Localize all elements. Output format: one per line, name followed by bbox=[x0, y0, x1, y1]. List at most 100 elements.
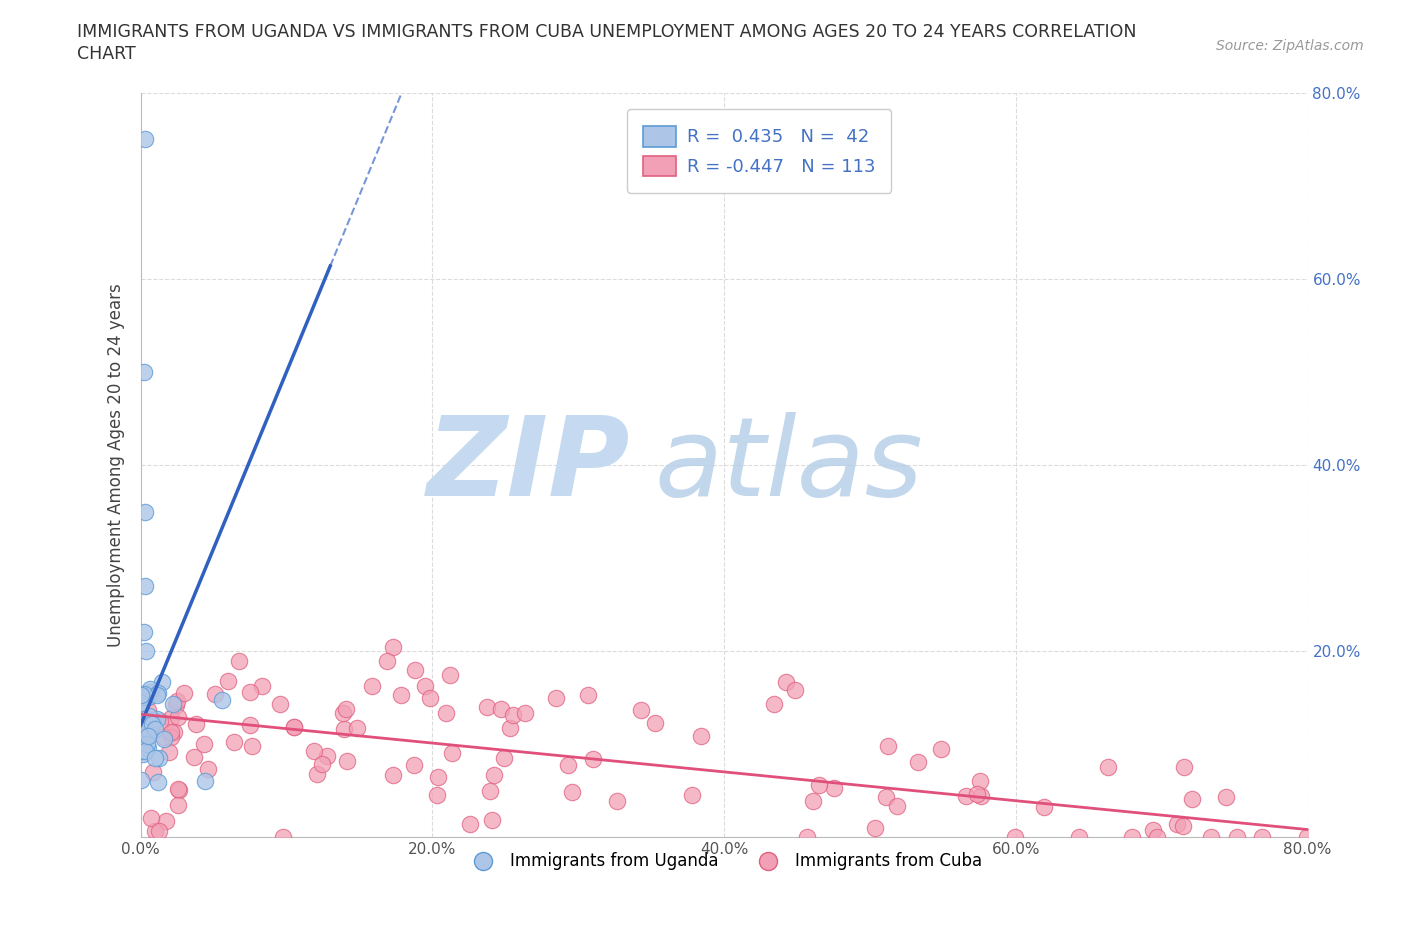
Point bbox=[162, 724, 184, 739]
Point bbox=[478, 784, 501, 799]
Point bbox=[193, 773, 215, 788]
Point bbox=[183, 750, 205, 764]
Point bbox=[132, 746, 155, 761]
Point bbox=[148, 751, 170, 765]
Point bbox=[159, 711, 181, 726]
Point bbox=[138, 703, 160, 718]
Point bbox=[136, 689, 159, 704]
Point bbox=[131, 712, 153, 727]
Point bbox=[434, 706, 457, 721]
Point bbox=[441, 746, 464, 761]
Point bbox=[335, 701, 357, 716]
Point bbox=[283, 720, 305, 735]
Point bbox=[152, 732, 174, 747]
Point bbox=[134, 690, 156, 705]
Point bbox=[136, 741, 159, 756]
Point bbox=[136, 737, 159, 751]
Point bbox=[1199, 830, 1222, 844]
Point bbox=[134, 744, 156, 759]
Point bbox=[129, 688, 152, 703]
Point bbox=[515, 705, 537, 720]
Point bbox=[135, 742, 157, 757]
Point bbox=[160, 730, 183, 745]
Point bbox=[273, 830, 295, 844]
Point bbox=[544, 691, 567, 706]
Point bbox=[150, 674, 173, 689]
Point bbox=[419, 691, 441, 706]
Point bbox=[269, 697, 291, 711]
Point bbox=[131, 744, 153, 759]
Legend: Immigrants from Uganda, Immigrants from Cuba: Immigrants from Uganda, Immigrants from … bbox=[460, 845, 988, 877]
Point bbox=[155, 814, 177, 829]
Point bbox=[167, 781, 190, 796]
Point bbox=[886, 799, 908, 814]
Point bbox=[502, 708, 524, 723]
Point bbox=[907, 754, 929, 769]
Point bbox=[193, 737, 215, 751]
Text: IMMIGRANTS FROM UGANDA VS IMMIGRANTS FROM CUBA UNEMPLOYMENT AMONG AGES 20 TO 24 : IMMIGRANTS FROM UGANDA VS IMMIGRANTS FRO… bbox=[77, 23, 1137, 41]
Y-axis label: Unemployment Among Ages 20 to 24 years: Unemployment Among Ages 20 to 24 years bbox=[107, 283, 125, 647]
Point bbox=[375, 653, 398, 668]
Point bbox=[458, 817, 481, 831]
Point bbox=[146, 775, 169, 790]
Point bbox=[381, 767, 404, 782]
Point bbox=[689, 729, 711, 744]
Point bbox=[204, 686, 226, 701]
Point bbox=[785, 682, 807, 697]
Point bbox=[796, 830, 818, 844]
Point bbox=[801, 793, 824, 808]
Point bbox=[1215, 790, 1237, 804]
Point bbox=[863, 821, 886, 836]
Point bbox=[129, 773, 152, 788]
Point bbox=[197, 762, 219, 777]
Point bbox=[426, 788, 449, 803]
Point bbox=[1296, 830, 1319, 844]
Point bbox=[970, 789, 993, 804]
Point bbox=[361, 679, 384, 694]
Point bbox=[823, 781, 845, 796]
Point bbox=[1142, 822, 1164, 837]
Point bbox=[336, 753, 359, 768]
Text: ZIP: ZIP bbox=[427, 411, 631, 519]
Point bbox=[1121, 830, 1143, 844]
Point bbox=[239, 684, 262, 699]
Point bbox=[1067, 830, 1090, 844]
Point bbox=[763, 697, 786, 711]
Point bbox=[316, 749, 339, 764]
Point bbox=[875, 790, 897, 804]
Point bbox=[404, 757, 426, 772]
Point bbox=[134, 686, 156, 701]
Point bbox=[165, 698, 187, 712]
Point bbox=[413, 678, 436, 693]
Point bbox=[1226, 830, 1249, 844]
Point bbox=[1033, 800, 1056, 815]
Point bbox=[1173, 760, 1195, 775]
Point bbox=[499, 720, 522, 735]
Point bbox=[132, 625, 155, 640]
Point bbox=[129, 696, 152, 711]
Point bbox=[439, 668, 461, 683]
Point bbox=[1181, 791, 1204, 806]
Point bbox=[142, 764, 165, 779]
Point bbox=[239, 718, 262, 733]
Point bbox=[222, 735, 245, 750]
Point bbox=[481, 813, 503, 828]
Point bbox=[576, 687, 599, 702]
Point bbox=[146, 687, 169, 702]
Point bbox=[404, 663, 426, 678]
Point bbox=[143, 751, 166, 765]
Point bbox=[1250, 830, 1272, 844]
Point bbox=[250, 679, 273, 694]
Point bbox=[132, 365, 155, 379]
Point bbox=[307, 767, 329, 782]
Point bbox=[346, 721, 368, 736]
Point bbox=[134, 504, 156, 519]
Point bbox=[644, 716, 666, 731]
Point bbox=[492, 751, 515, 765]
Point bbox=[129, 703, 152, 718]
Point bbox=[139, 811, 162, 826]
Point bbox=[152, 729, 174, 744]
Point bbox=[166, 694, 188, 709]
Point bbox=[1146, 830, 1168, 844]
Point bbox=[808, 777, 831, 792]
